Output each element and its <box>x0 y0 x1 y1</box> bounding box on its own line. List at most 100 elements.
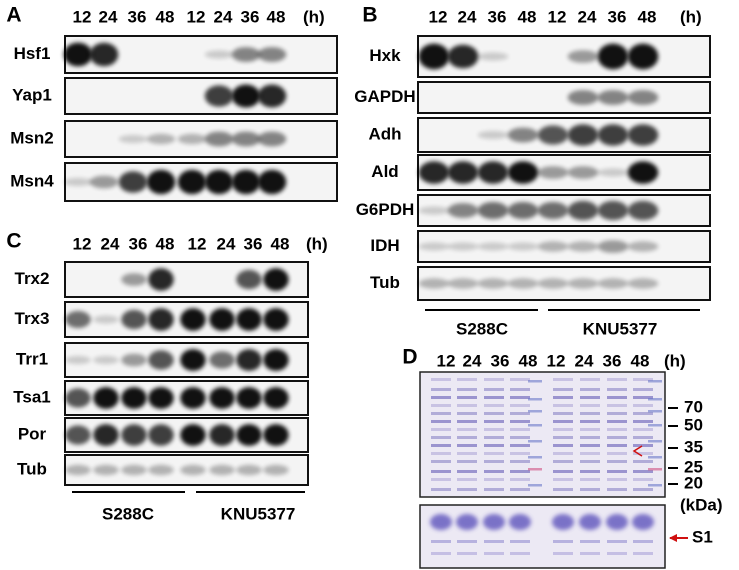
blot <box>417 230 711 263</box>
gel-band <box>484 452 504 455</box>
gel-band <box>484 444 504 447</box>
row-label: Tsa1 <box>13 387 51 406</box>
band <box>597 124 629 146</box>
band <box>627 90 659 105</box>
band <box>567 124 599 146</box>
blot-frame <box>64 77 338 115</box>
blot <box>64 261 309 298</box>
gel-band <box>607 444 627 447</box>
column-label: 48 <box>156 234 175 253</box>
band <box>627 241 659 252</box>
gel-band <box>509 514 531 530</box>
unit-label: (h) <box>306 234 328 253</box>
gel-band <box>633 388 653 391</box>
band <box>118 134 148 144</box>
row-label: Msn4 <box>10 171 54 190</box>
gel-band <box>510 488 530 491</box>
marker-band <box>528 424 542 427</box>
gel-band <box>607 460 627 463</box>
band <box>567 90 599 105</box>
group-label: S288C <box>456 319 508 338</box>
marker-band <box>528 484 542 487</box>
gel-band <box>580 404 600 407</box>
gel-band <box>510 404 530 407</box>
gel-band <box>607 420 627 423</box>
marker-unit: (kDa) <box>680 495 723 514</box>
band <box>121 353 147 367</box>
gel-band <box>430 514 452 530</box>
band <box>447 161 479 184</box>
gel-band <box>484 412 504 415</box>
band <box>121 273 147 286</box>
row-label: Adh <box>368 124 401 143</box>
column-label: 12 <box>187 7 206 26</box>
band <box>418 206 450 215</box>
gel-band <box>553 470 573 473</box>
gel-band <box>510 470 530 473</box>
group-label: KNU5377 <box>221 504 296 523</box>
gel-band <box>510 444 530 447</box>
gel-band <box>632 514 654 530</box>
gel-band <box>580 436 600 439</box>
column-label: 12 <box>429 7 448 26</box>
gel-band <box>457 488 477 491</box>
row-label: Trx2 <box>15 269 50 288</box>
band <box>567 166 599 179</box>
gel-band <box>484 470 504 473</box>
gel-band <box>431 412 451 415</box>
band <box>236 269 262 290</box>
gel-band <box>457 478 477 481</box>
band <box>209 387 235 409</box>
gel-band <box>607 378 627 381</box>
blot <box>63 35 338 74</box>
gel-frame <box>419 504 666 569</box>
band <box>148 464 174 476</box>
gel-band <box>580 378 600 381</box>
gel-band <box>431 388 451 391</box>
column-label: 48 <box>638 7 657 26</box>
column-label: 24 <box>99 7 118 26</box>
gel-band <box>606 514 628 530</box>
band <box>257 84 287 108</box>
band <box>447 44 479 69</box>
gel-band <box>633 452 653 455</box>
gel-band <box>633 444 653 447</box>
gel-band <box>457 552 477 555</box>
gel-band <box>579 514 601 530</box>
gel-band <box>553 540 573 543</box>
band <box>627 161 659 184</box>
gel-band <box>580 470 600 473</box>
gel-band <box>484 404 504 407</box>
gel-band <box>633 428 653 431</box>
gel-band <box>457 540 477 543</box>
gel-band <box>484 378 504 381</box>
gel-band <box>484 478 504 481</box>
band <box>121 387 147 409</box>
gel-band <box>633 396 653 399</box>
gel-band <box>457 420 477 423</box>
gel-band <box>510 452 530 455</box>
band <box>597 168 629 177</box>
column-label: 36 <box>244 234 263 253</box>
band <box>477 161 509 184</box>
gel-band <box>431 452 451 455</box>
band <box>257 131 287 147</box>
unit-label: (h) <box>303 7 325 26</box>
arrow <box>669 534 677 542</box>
gel-band <box>457 404 477 407</box>
gel-band <box>457 388 477 391</box>
marker-band <box>648 424 662 427</box>
gel-band <box>484 436 504 439</box>
band <box>93 424 119 446</box>
band <box>63 42 93 67</box>
column-label: 36 <box>608 7 627 26</box>
band <box>477 202 509 219</box>
gel-band <box>607 488 627 491</box>
band <box>180 387 206 409</box>
band <box>263 308 289 331</box>
band <box>231 84 261 108</box>
band <box>447 242 479 251</box>
band <box>180 424 206 446</box>
gel-band <box>580 478 600 481</box>
